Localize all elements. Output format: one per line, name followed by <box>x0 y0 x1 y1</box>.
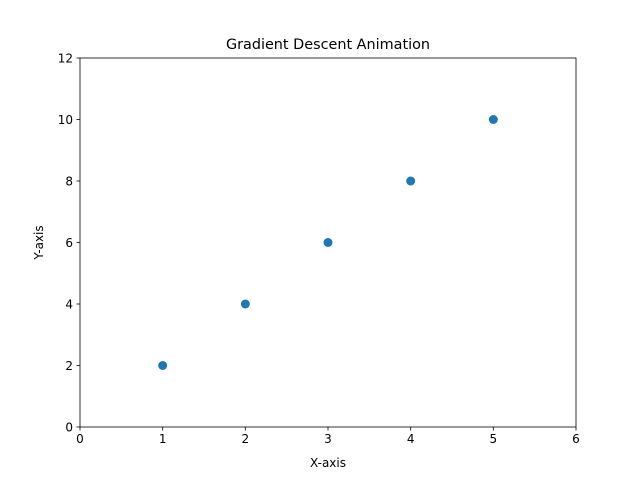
x-tick-label: 4 <box>407 432 415 446</box>
x-tick-label: 0 <box>76 432 84 446</box>
x-tick-label: 1 <box>159 432 167 446</box>
data-point <box>240 299 250 309</box>
x-tick-label: 5 <box>490 432 498 446</box>
y-tick-label: 2 <box>65 359 73 373</box>
y-tick-label: 0 <box>65 421 73 435</box>
chart-title: Gradient Descent Animation <box>226 37 430 53</box>
y-tick-label: 12 <box>58 52 73 66</box>
x-tick-label: 3 <box>324 432 332 446</box>
y-tick-label: 6 <box>65 236 73 250</box>
y-tick-label: 10 <box>58 113 73 127</box>
plot-area <box>158 115 498 370</box>
y-tick-label: 4 <box>65 298 73 312</box>
y-axis-label: Y-axis <box>32 225 46 260</box>
data-point <box>406 176 416 186</box>
x-tick-label: 2 <box>242 432 250 446</box>
x-tick-label: 6 <box>572 432 580 446</box>
x-axis-label: X-axis <box>310 456 346 470</box>
y-tick-label: 8 <box>65 175 73 189</box>
data-point <box>158 361 168 370</box>
data-point <box>488 115 498 124</box>
data-point <box>323 238 333 247</box>
